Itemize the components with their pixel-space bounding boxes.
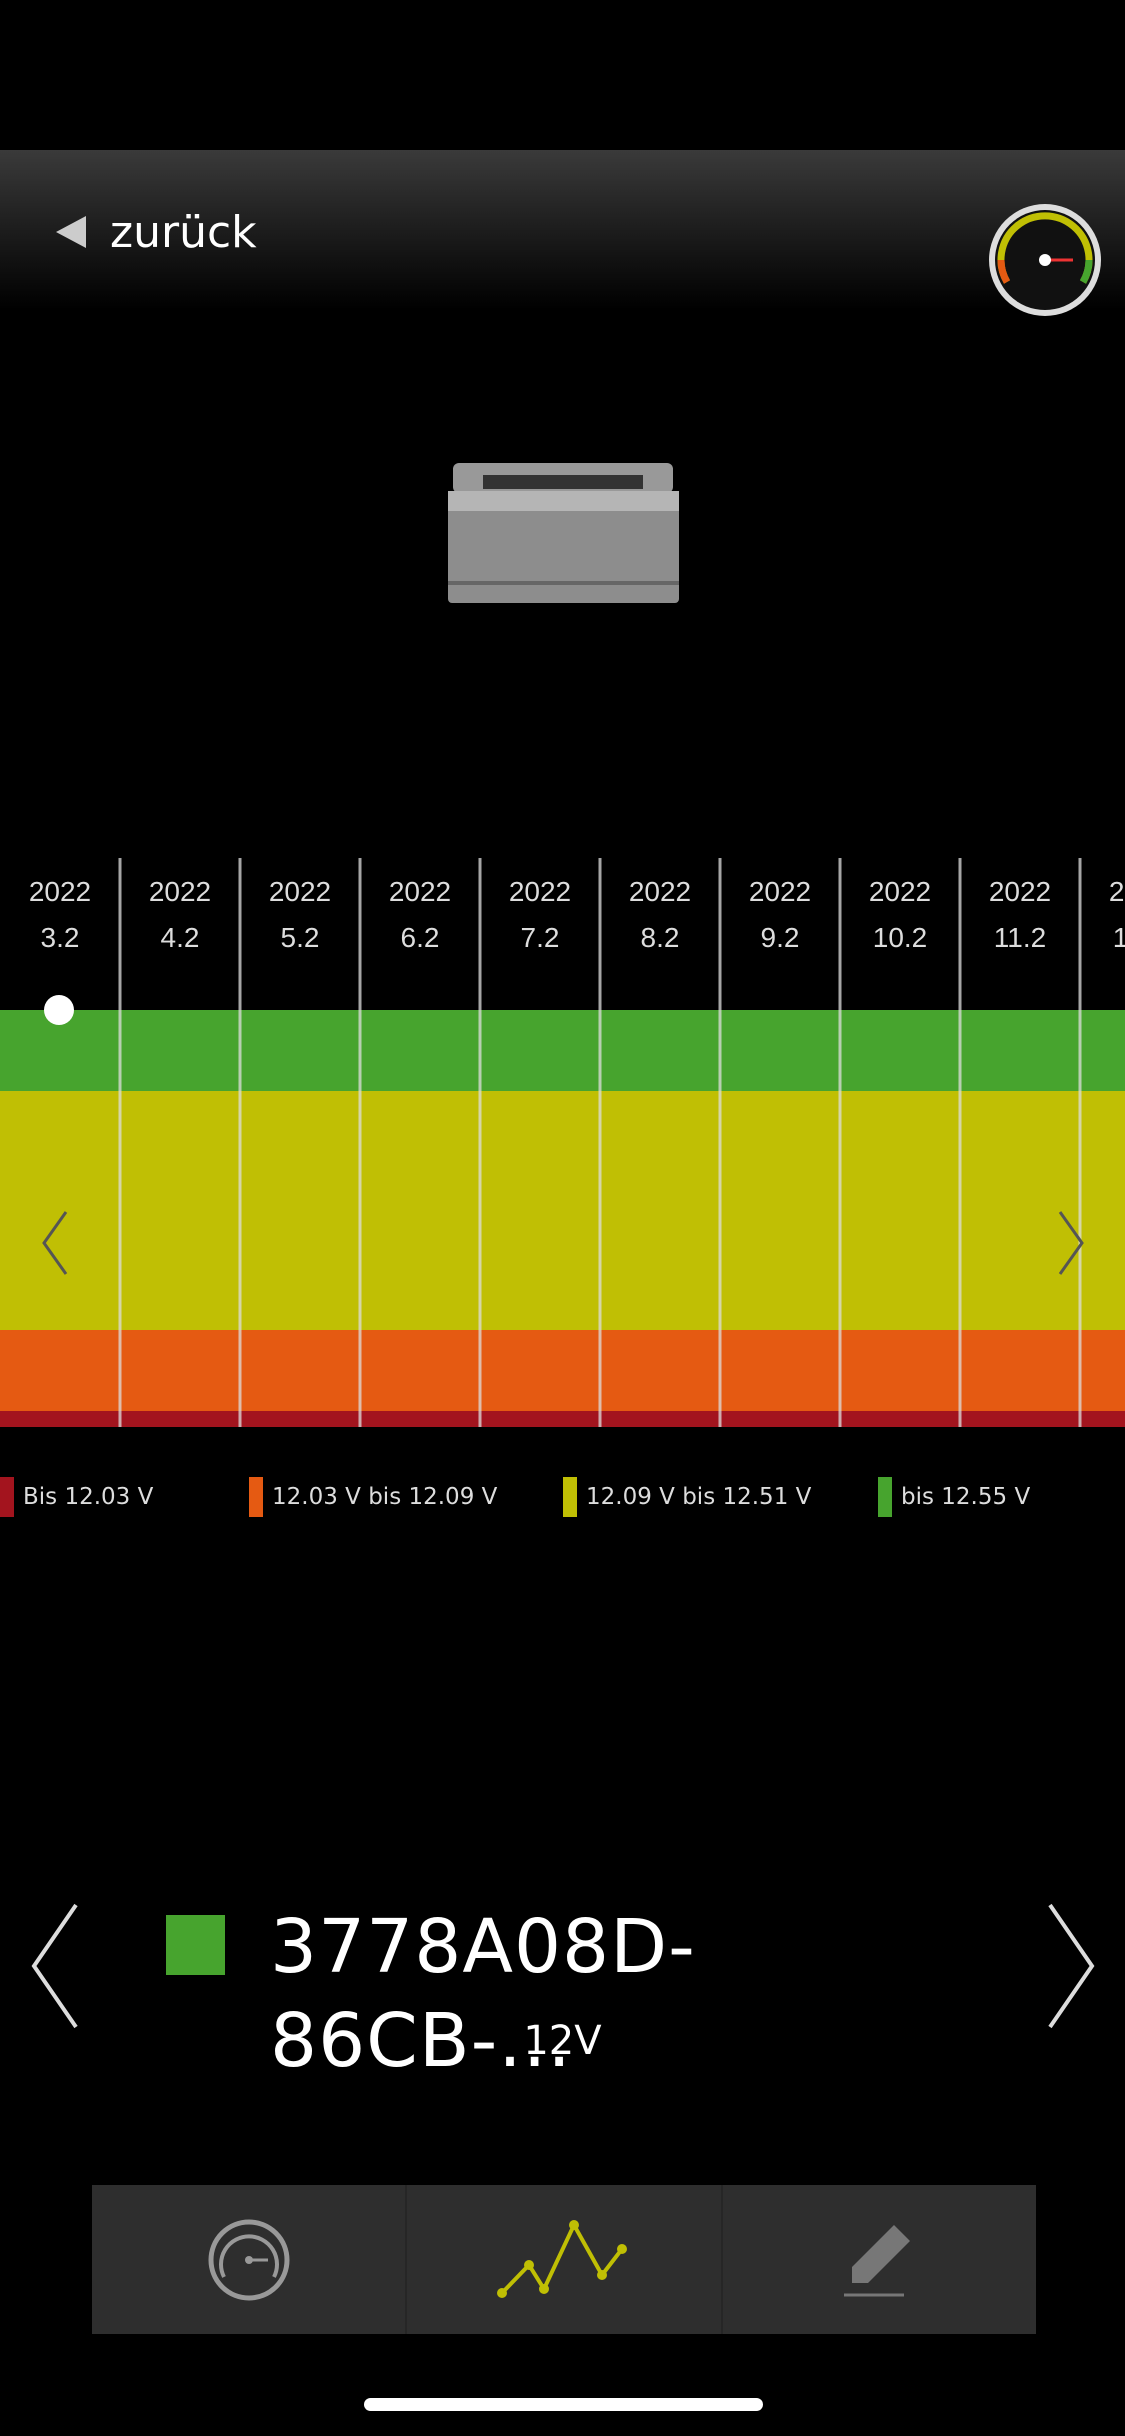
zone-band xyxy=(0,1411,1125,1427)
column-year: 2022 xyxy=(628,876,692,907)
legend-label: 12.03 V bis 12.09 V xyxy=(272,1484,498,1510)
gauge-icon xyxy=(208,2219,290,2300)
column-year: 2022 xyxy=(148,876,212,907)
column-year: 2022 xyxy=(28,876,92,907)
zone-band xyxy=(0,1091,1125,1330)
device-prev[interactable] xyxy=(28,1903,82,2029)
column-day: 5.2 xyxy=(280,922,320,953)
gauge-button[interactable] xyxy=(985,200,1105,320)
column-day: 11.2 xyxy=(993,922,1047,953)
column-year: 2022 xyxy=(268,876,332,907)
back-button[interactable]: zurück xyxy=(50,200,257,264)
device-voltage: 12V xyxy=(523,2018,602,2064)
column-day: 8.2 xyxy=(640,922,680,953)
home-indicator xyxy=(364,2398,763,2411)
legend-swatch xyxy=(878,1477,892,1517)
column-day: 10.2 xyxy=(872,922,928,953)
legend-label: bis 12.55 V xyxy=(901,1484,1031,1510)
timeline-graphic xyxy=(0,858,1125,1427)
column-day: 4.2 xyxy=(160,922,200,953)
timeline: 2022 3.2 2022 4.2 2022 5.2 2022 6.2 2022 7.2 2022 8… xyxy=(0,840,1125,1440)
column-day: 9.2 xyxy=(760,922,800,953)
header: zurück xyxy=(0,150,1125,316)
legend-item: 12.03 V bis 12.09 V xyxy=(249,1477,497,1517)
battery-image xyxy=(448,463,679,603)
legend-item: Bis 12.03 V xyxy=(0,1477,153,1517)
tab-chart[interactable] xyxy=(407,2185,723,2334)
tab-edit[interactable] xyxy=(723,2185,1036,2334)
column-year: 2022 xyxy=(748,876,812,907)
timeline-prev[interactable] xyxy=(38,1210,72,1276)
device-name: 3778A08D-86CB-... xyxy=(270,1904,696,2084)
column-year: 2022 xyxy=(388,876,452,907)
back-label: zurück xyxy=(110,206,257,258)
column-year: 2022 xyxy=(1108,876,1125,907)
column-year: 2022 xyxy=(988,876,1052,907)
column-day: 6.2 xyxy=(400,922,440,953)
back-arrow xyxy=(56,216,86,248)
column-year: 2022 xyxy=(508,876,572,907)
zone-band xyxy=(0,1330,1125,1411)
timeline-next[interactable] xyxy=(1054,1210,1088,1276)
chart-icon xyxy=(496,2219,627,2298)
column-day: 3.2 xyxy=(40,922,80,953)
legend-item: bis 12.55 V xyxy=(878,1477,1030,1517)
zone-band xyxy=(0,1010,1125,1091)
tab-bar xyxy=(92,2185,1036,2334)
legend-swatch xyxy=(563,1477,577,1517)
column-day: 12.2 xyxy=(1112,922,1125,953)
legend-swatch xyxy=(249,1477,263,1517)
device-color xyxy=(166,1915,225,1975)
tab-gauge[interactable] xyxy=(92,2185,408,2334)
device-next[interactable] xyxy=(1044,1903,1098,2029)
column-day: 7.2 xyxy=(520,922,560,953)
legend-swatch xyxy=(0,1477,14,1517)
column-year: 2022 xyxy=(868,876,932,907)
current-marker xyxy=(44,995,74,1025)
legend-label: Bis 12.03 V xyxy=(23,1484,154,1510)
legend-item: 12.09 V bis 12.51 V xyxy=(563,1477,811,1517)
legend-label: 12.09 V bis 12.51 V xyxy=(586,1484,812,1510)
edit-icon xyxy=(844,2224,911,2296)
